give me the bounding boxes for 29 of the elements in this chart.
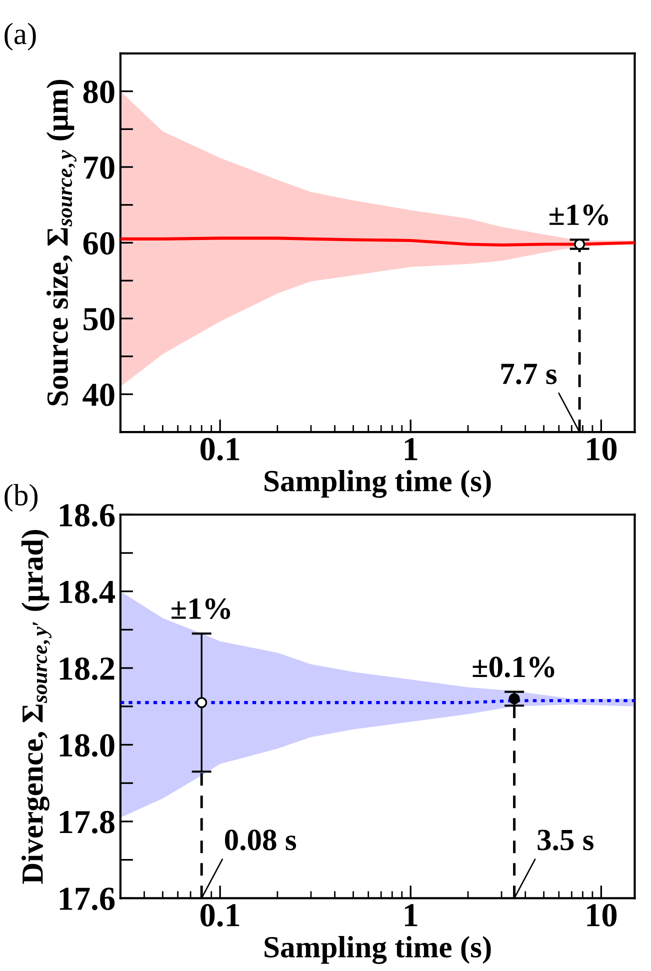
y-tick-label: 18.4 xyxy=(60,580,115,604)
y-tick-label: 50 xyxy=(84,308,114,330)
y-tick-label: 18.2 xyxy=(60,657,114,680)
y-tick-label: 17.8 xyxy=(60,810,114,834)
y-tick-label: 60 xyxy=(83,232,114,255)
x-tick-label: 1 xyxy=(404,438,418,460)
annotation: ±0.1% xyxy=(472,656,554,678)
y-tick-label: 18.6 xyxy=(60,504,115,527)
chart-title: (a) xyxy=(4,22,36,50)
x-tick-label: 10 xyxy=(587,438,617,460)
ref-line-label: 0.08 s xyxy=(224,830,296,850)
y-axis-title: Source size, Σ$_{source,y}$ (μm) xyxy=(46,80,76,406)
ref-line-label: 7.7 s xyxy=(501,364,557,384)
chart-title: (b) xyxy=(4,484,38,512)
y-tick-label: 40 xyxy=(82,384,114,406)
x-tick-label: 1 xyxy=(404,904,418,926)
y-axis-title: Divergence, Σ$_{source,y′}$ (μrad) xyxy=(21,530,52,884)
x-tick-label: 0.1 xyxy=(200,904,240,927)
x-axis-title: Sampling time (s) xyxy=(264,936,491,964)
y-tick-label: 70 xyxy=(84,156,114,179)
annotation: ±1% xyxy=(172,598,230,620)
y-tick-label: 18.0 xyxy=(60,734,114,757)
x-axis-title: Sampling time (s) xyxy=(264,470,491,498)
x-tick-label: 0.1 xyxy=(200,438,240,461)
ref-line-label: 3.5 s xyxy=(538,830,594,850)
y-tick-label: 17.6 xyxy=(60,888,115,910)
x-tick-label: 10 xyxy=(587,904,617,926)
y-tick-label: 80 xyxy=(83,80,114,104)
annotation: ±1% xyxy=(550,204,608,226)
